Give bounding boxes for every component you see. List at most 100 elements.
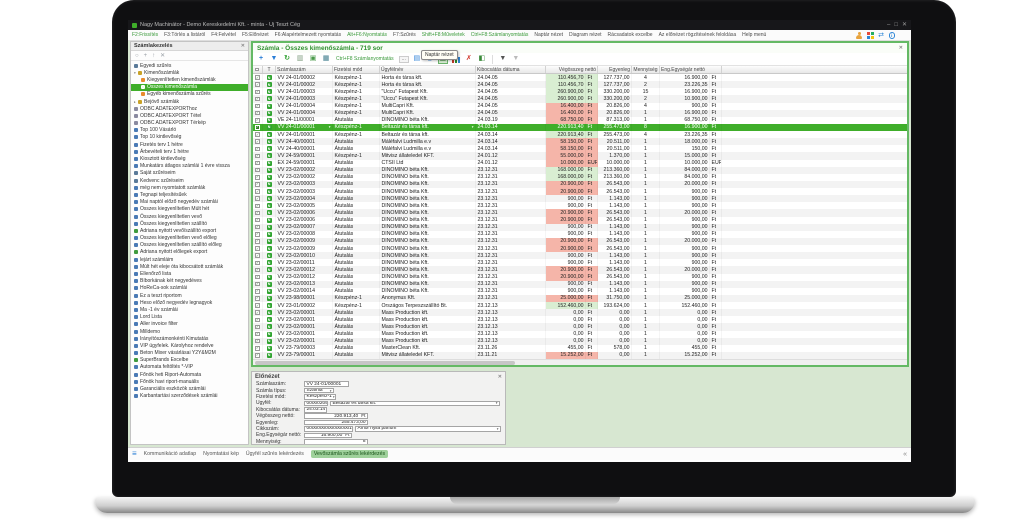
column-header[interactable]: Fizetési mód <box>333 66 380 73</box>
sidebar-item[interactable]: Főnök havi riport-manuális <box>131 378 248 385</box>
menu-item[interactable]: Ctrl+F8:Számlanyomtatás <box>470 32 529 38</box>
sidebar-item[interactable]: Összes kimenőszámla <box>131 83 248 91</box>
invoice-row[interactable]: ✓ N VV 24-40/00001 Átutalás Máléfalvi Ludmil… <box>253 145 907 153</box>
sidebar-item[interactable]: Összes kiegyenlítetlen szállító előleg <box>131 242 248 249</box>
scrollbar-thumb[interactable] <box>255 361 515 365</box>
filter-icon[interactable]: ▼ <box>270 55 278 62</box>
row-checkbox[interactable]: ✓ <box>255 252 260 258</box>
row-checkbox[interactable]: ✓ <box>255 288 260 294</box>
sidebar-item[interactable]: Fizetés terv 1 hétre <box>131 141 248 148</box>
preview-doc-icon[interactable]: ▤ <box>413 55 421 62</box>
invoice-number-field[interactable]: VV 24-01/00001 <box>304 381 349 387</box>
add-icon[interactable]: + <box>258 55 264 62</box>
invoice-row[interactable]: ✓ N VV 23-02/00005 Átutalás DINOMINO béta Kf… <box>253 202 907 210</box>
sidebar-item[interactable]: Egyéb kimenőszámla szűrés <box>131 91 248 98</box>
row-checkbox[interactable]: ✓ <box>255 174 260 180</box>
invoice-row[interactable]: ✓ N VV 23-02/00001 Átutalás Mass Production … <box>253 330 907 338</box>
menu-item[interactable]: Diagram nézet <box>569 32 602 38</box>
sidebar-item[interactable]: Munkatárs átlagos számlái 1 évre vissza <box>131 163 248 170</box>
row-checkbox[interactable]: ✓ <box>255 323 260 330</box>
invoice-row[interactable]: ✓ N VV 23-01/00002 Készpénz-1 Országos Terpe… <box>253 302 907 310</box>
invoice-row[interactable]: ✓ N VV 23-02/00003 Átutalás DINOMINO béta Kf… <box>253 180 907 188</box>
column-header[interactable]: Ügyfélnév <box>380 66 476 73</box>
row-checkbox[interactable]: ✓ <box>255 103 260 109</box>
sidebar-item[interactable]: ODBC ADATEXPORThoz <box>131 105 248 112</box>
filter-clear-icon[interactable]: ▼ <box>512 55 520 62</box>
invoice-row[interactable]: ✓ N VV 23-02/00013 Átutalás DINOMINO béta Kf… <box>253 280 907 288</box>
invoice-row[interactable]: ✓ N VV 23-02/00009 Átutalás DINOMINO béta Kf… <box>253 237 907 245</box>
sidebar-item[interactable]: Adriana nyitott előlegek export <box>131 249 248 256</box>
quantity-field[interactable]: 8 <box>304 438 368 444</box>
sidebar-item[interactable]: Egyedi szűrés <box>131 62 248 69</box>
sidebar-item[interactable]: Adriana nyitott vevő/szállító export <box>131 227 248 234</box>
column-header[interactable]: Kibocsátás dátuma <box>476 66 546 73</box>
invoice-row[interactable]: ✓ N VV 24-01/00004 Készpénz-1 MultiCapri Kft… <box>253 102 907 110</box>
row-checkbox[interactable]: ✓ <box>255 224 260 230</box>
refresh-icon[interactable]: ↻ <box>284 55 290 62</box>
sidebar-item[interactable]: Kiosztott kintlevőség <box>131 155 248 162</box>
move-up-icon[interactable]: ↑ <box>152 52 156 59</box>
sidebar-item[interactable]: Bíborkának két negyedéves <box>131 278 248 285</box>
sidebar-item[interactable]: Aller invoice filter <box>131 321 248 328</box>
row-checkbox[interactable]: ✓ <box>255 266 260 273</box>
filter-active-icon[interactable]: ▼ <box>499 55 507 62</box>
row-checkbox[interactable]: ✓ <box>255 88 260 95</box>
sidebar-item[interactable]: Ma -1 év számlái <box>131 306 248 313</box>
unit-price-field[interactable]: 16.900,00 Ft <box>304 432 352 439</box>
menu-item[interactable]: Alt+F6:Nyomtatás <box>347 32 387 38</box>
invoice-row[interactable]: ✓ N VV 23-02/00012 Átutalás DINOMINO béta Kf… <box>253 273 907 281</box>
column-header[interactable] <box>253 66 263 73</box>
menu-item[interactable]: F3:Törlés a listáról <box>164 32 206 38</box>
sidebar-item[interactable]: Ez a teszt riportom <box>131 292 248 299</box>
invoice-row[interactable]: ✓ N VV 23-02/00002 Átutalás DINOMINO béta Kf… <box>253 173 907 181</box>
sidebar-item[interactable]: ODBC ADATEXPORT Tétel <box>131 112 248 119</box>
item-number-combo-name[interactable]: Ámor nyila parfüm ▾ <box>355 426 501 432</box>
preview-close-icon[interactable]: ✕ <box>497 373 502 380</box>
invoice-row[interactable]: ✓ N VV 24-01/00003 Készpénz-1 "Uccu" Futapes… <box>253 95 907 103</box>
sidebar-item[interactable]: VIP ügyfelek. Károlyhoz rendelve <box>131 342 248 349</box>
expand-icon[interactable]: ▸ <box>134 99 136 104</box>
row-checkbox[interactable]: ✓ <box>255 295 260 301</box>
row-checkbox[interactable]: ✓ <box>255 281 260 287</box>
copy-icon[interactable]: ▣ <box>309 55 317 62</box>
invoice-row[interactable]: ✓ N VE 24-11/00001 Átutalás DINOMINO béta Kf… <box>253 116 907 124</box>
row-checkbox[interactable]: ✓ <box>255 274 260 280</box>
sidebar-item[interactable]: Top 10 kintlevőség <box>131 134 248 141</box>
sidebar-item[interactable]: Múlt hét eleje óta kibocsátott számlák <box>131 263 248 270</box>
row-checkbox[interactable]: ✓ <box>255 110 260 116</box>
invoice-print-label[interactable]: Ctrl+F8 Számlanyomtatás <box>336 56 394 62</box>
close-button[interactable]: ✕ <box>901 22 907 28</box>
row-checkbox[interactable]: ✓ <box>255 152 260 159</box>
invoice-row[interactable]: ✓ N VV 23-02/00001 Átutalás Mass Production … <box>253 309 907 317</box>
invoice-row[interactable]: ✓ N VV 24-01/00002 Készpénz-1 Horta és társa… <box>253 81 907 89</box>
invoice-row[interactable]: ✓ N VV 23-02/00001 Átutalás Mass Production … <box>253 337 907 345</box>
row-checkbox[interactable]: ✓ <box>255 202 260 209</box>
sidebar-item[interactable]: Beton Mixer vásárlásai Y2Y&M2M <box>131 350 248 357</box>
invoice-row[interactable]: ✓ N VV 24-01/00001 Készpénz-1 Beltazár és tá… <box>253 131 907 139</box>
menu-item[interactable]: F4:Felvétel <box>211 32 236 38</box>
row-checkbox[interactable]: ✓ <box>255 302 260 308</box>
sidebar-item[interactable]: Karbantartási szerződések számlái <box>131 393 248 400</box>
row-checkbox[interactable]: ✓ <box>255 238 260 244</box>
row-checkbox[interactable]: ✓ <box>255 217 260 223</box>
sidebar-item[interactable]: Saját szűréseim <box>131 170 248 177</box>
sidebar-item[interactable]: ▸ Bejövő számlák <box>131 98 248 105</box>
invoice-row[interactable]: ✓ N VV 23-02/00004 Átutalás DINOMINO béta Kf… <box>253 195 907 203</box>
status-tab[interactable]: Kommunikáció adatlap <box>143 451 197 457</box>
excel-export-icon[interactable]: ✗ <box>465 55 472 62</box>
invoice-row[interactable]: ✓ N VV 24-01/00004 Készpénz-1 MultiCapri Kft… <box>253 109 907 117</box>
menu-item[interactable]: Az előnézet rögzítésének feloldása <box>658 32 737 38</box>
print-icon[interactable]: ▦ <box>322 55 330 62</box>
delete-filter-icon[interactable]: ✕ <box>160 52 166 59</box>
collapse-icon[interactable]: « <box>903 450 907 458</box>
invoice-row[interactable]: ✓ N VV 23-79/00001 Átutalás Mitvisz állatele… <box>253 351 907 359</box>
invoice-row[interactable]: ✓ N VV 23-98/00001 Készpénz-1 Anonymus Kft. 2… <box>253 294 907 302</box>
menu-item[interactable]: F6:Alapértelmezett nyomtatás <box>274 32 342 38</box>
invoice-row[interactable]: ✓ N VV 24-01/00002 Készpénz-1 Horta és társa… <box>253 74 907 82</box>
sidebar-item[interactable]: Főnök heti Riport-Automata <box>131 371 248 378</box>
row-checkbox[interactable]: ✓ <box>255 338 260 344</box>
invoice-row[interactable]: ✓ N VV 24-40/00001 Átutalás Máléfalvi Ludmil… <box>253 138 907 146</box>
column-header[interactable]: Eng.Egységár nettó <box>660 66 722 73</box>
menu-item[interactable]: Shift+F8:Műveletek <box>421 32 465 38</box>
issue-date-select[interactable]: 24.03.14▾ <box>304 406 327 413</box>
